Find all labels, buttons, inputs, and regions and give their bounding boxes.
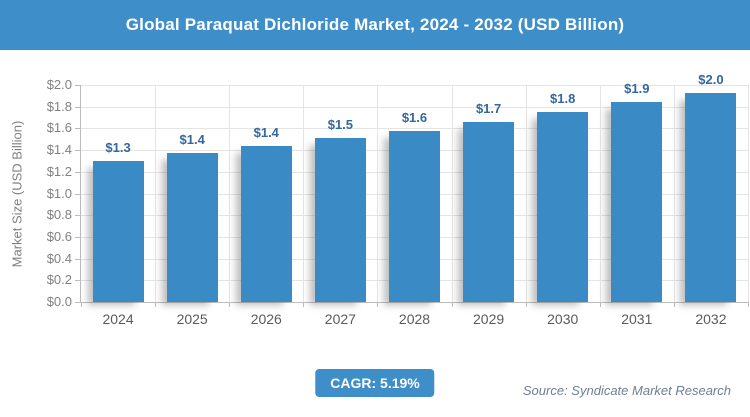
bar-value-label: $1.8 (550, 91, 576, 107)
y-tick-label: $1.0 (46, 185, 72, 201)
x-tick-label: 2032 (695, 311, 727, 327)
bar-2030: $1.8 (537, 91, 589, 302)
bar-2032: $2.0 (685, 72, 737, 302)
bar-column-2025: $1.4 (155, 85, 229, 302)
v-gridline (673, 85, 675, 302)
bar-column-2028: $1.6 (377, 85, 451, 302)
v-gridline (748, 85, 749, 302)
x-tick-label: 2024 (102, 311, 134, 327)
bar-2028: $1.6 (388, 110, 440, 302)
bar-column-2029: $1.7 (452, 85, 526, 302)
y-tick-mark (75, 85, 81, 86)
bar-value-label: $1.4 (253, 124, 279, 140)
x-tick-mark (229, 302, 231, 307)
y-tick-label: $0.6 (46, 228, 72, 244)
y-tick-mark (75, 258, 81, 260)
y-tick-label: $1.6 (46, 120, 72, 136)
bar-2027: $1.5 (314, 117, 366, 302)
y-tick-mark (75, 302, 81, 303)
y-tick-mark (75, 150, 81, 152)
h-gridline (81, 85, 748, 86)
v-gridline (229, 85, 231, 302)
bar-value-label: $2.0 (698, 71, 724, 87)
x-tick-label: 2031 (621, 311, 653, 327)
chart-title: Global Paraquat Dichloride Market, 2024 … (125, 15, 625, 34)
x-tick-label: 2026 (250, 311, 282, 327)
bar-value-label: $1.9 (624, 81, 650, 97)
bar-column-2027: $1.5 (303, 85, 377, 302)
y-tick-label: $0.2 (46, 272, 72, 288)
bar-value-label: $1.6 (401, 109, 428, 125)
bar-column-2026: $1.4 (229, 85, 303, 302)
x-tick-label: 2028 (398, 311, 431, 327)
y-tick-label: $1.4 (46, 142, 72, 158)
x-tick-mark (155, 302, 157, 307)
v-gridline (599, 85, 601, 302)
bar-column-2030: $1.8 (526, 85, 600, 302)
x-tick-label: 2025 (176, 311, 208, 327)
y-tick-mark (75, 280, 81, 282)
x-tick-mark (525, 302, 527, 307)
v-gridline (377, 85, 379, 302)
v-gridline (155, 85, 157, 302)
y-tick-label: $1.2 (46, 163, 72, 179)
v-gridline (525, 85, 527, 302)
x-tick-mark (673, 302, 675, 307)
bar-value-label: $1.4 (179, 132, 205, 148)
y-tick-mark (75, 171, 81, 173)
x-tick-mark (451, 302, 453, 307)
bar-2031: $1.9 (611, 81, 663, 302)
x-tick-label: 2027 (324, 311, 356, 327)
x-tick-label: 2029 (473, 311, 505, 327)
x-tick-mark (81, 302, 82, 307)
y-tick-label: $2.0 (46, 77, 72, 92)
bars-layer: $1.3 $1.4 $1.4 $1.5 $1.6 $1.7 $1.8 $1.9 $2.0 (81, 72, 748, 302)
bar-column-2031: $1.9 (600, 81, 674, 302)
bar-2029: $1.7 (463, 101, 515, 302)
y-tick-mark (75, 106, 81, 108)
bar-2024: $1.3 (92, 140, 144, 302)
y-tick-mark (75, 236, 81, 238)
v-gridline (451, 85, 453, 302)
title-bar: Global Paraquat Dichloride Market, 2024 … (0, 0, 750, 50)
y-tick-mark (75, 215, 81, 217)
bar-column-2024: $1.3 (81, 85, 155, 302)
source-credit: Source: Syndicate Market Research (522, 383, 731, 398)
plot-area: $2.0 $1.8 $1.6 $1.4 $1.2 $1.0 $0.8 $0.6 $0.4 $0.2… (47, 72, 749, 327)
h-gridline (81, 128, 748, 130)
x-tick-mark (303, 302, 305, 307)
bar-2026: $1.4 (240, 125, 292, 302)
v-gridline (303, 85, 305, 302)
x-axis-labels: 2024 2025 2026 2027 2028 2029 2030 2031 2032 (81, 311, 748, 327)
y-tick-label: $0.0 (46, 294, 72, 309)
bar-column-2032: $2.0 (674, 72, 748, 302)
h-gridline (81, 106, 748, 108)
y-tick-label: $0.4 (46, 250, 72, 266)
x-tick-mark (599, 302, 601, 307)
bar-value-label: $1.3 (105, 139, 131, 155)
bar-value-label: $1.7 (475, 100, 502, 116)
x-tick-mark (377, 302, 379, 307)
y-tick-label: $0.8 (46, 207, 72, 223)
bar-value-label: $1.5 (327, 117, 354, 133)
x-tick-label: 2030 (547, 311, 579, 327)
y-tick-label: $1.8 (46, 98, 72, 114)
bar-2025: $1.4 (166, 132, 218, 302)
y-axis-title: Market Size (USD Billion) (9, 120, 25, 268)
y-tick-mark (75, 128, 81, 130)
cagr-badge: CAGR: 5.19% (315, 369, 435, 397)
x-tick-mark (748, 302, 749, 307)
y-tick-mark (75, 193, 81, 195)
